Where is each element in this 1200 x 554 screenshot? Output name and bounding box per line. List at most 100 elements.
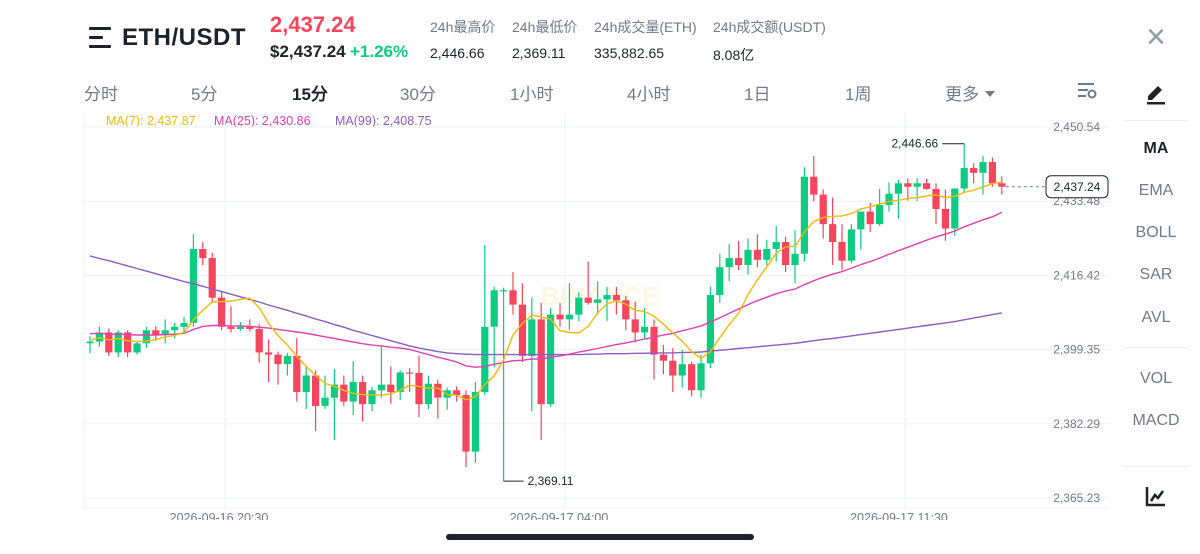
indicator-boll[interactable]: BOLL [1135, 224, 1177, 241]
candle [133, 340, 141, 355]
candle [575, 291, 583, 322]
legend-ma25: MA(25): 2,430.86 [214, 114, 311, 128]
indicator-ema[interactable]: EMA [1138, 182, 1174, 199]
price-change-percent: +1.26% [350, 42, 409, 61]
tab-1d[interactable]: 1日 [744, 85, 771, 104]
candle [189, 234, 197, 327]
candle [857, 211, 865, 250]
tab-1h[interactable]: 1小时 [510, 85, 554, 104]
annotations: 2,437.24 2,446.66 2,369.11 [503, 137, 1109, 488]
tab-more[interactable]: 更多 [945, 80, 995, 105]
candle [152, 326, 160, 341]
candle [387, 366, 395, 404]
candle [866, 202, 874, 232]
candle [810, 155, 818, 202]
candle [208, 252, 216, 303]
stat-24h-low: 24h最低价 2,369.11 [512, 17, 577, 61]
candle [265, 339, 273, 383]
y-tick-label: 2,382.29 [1053, 417, 1100, 431]
legend-ma99: MA(99): 2,408.75 [335, 114, 432, 128]
indicator-ma[interactable]: MA [1143, 140, 1169, 157]
y-tick-label: 2,365.23 [1053, 491, 1100, 505]
high-marker-label: 2,446.66 [891, 137, 938, 151]
candle [462, 390, 470, 468]
stat-24h-volume: 24h成交量(ETH) 335,882.65 [594, 17, 697, 61]
stat-value: 2,446.66 [430, 45, 485, 61]
interval-tabs: 分时 5分 15分 30分 1小时 4小时 1日 1周 更多 [0, 76, 1120, 106]
ma-lines [89, 181, 1003, 401]
candle [819, 189, 827, 239]
candle [218, 291, 226, 331]
indicator-vol[interactable]: VOL [1139, 370, 1172, 387]
tab-15m[interactable]: 15分 [292, 85, 328, 104]
y-tick-label: 2,450.54 [1053, 120, 1100, 134]
candle [509, 271, 517, 315]
candle [302, 366, 310, 409]
settings-icon[interactable] [1076, 80, 1098, 100]
menu-icon[interactable] [89, 27, 113, 49]
candle [500, 287, 508, 482]
pencil-icon[interactable] [1144, 82, 1168, 106]
tab-5m[interactable]: 5分 [191, 85, 218, 104]
last-price-tag [1045, 175, 1109, 199]
stat-value: 335,882.65 [594, 45, 665, 61]
candle [199, 241, 207, 266]
candle [349, 361, 357, 416]
candle [622, 295, 630, 331]
candle [847, 224, 855, 264]
candle [321, 375, 329, 409]
stat-24h-high: 24h最高价 2,446.66 [430, 17, 495, 61]
stat-24h-turnover: 24h成交额(USDT) 8.08亿 [713, 17, 826, 65]
tab-4h[interactable]: 4小时 [627, 85, 671, 104]
tab-timeline[interactable]: 分时 [84, 85, 118, 104]
candle [706, 286, 714, 369]
last-price-tag-label: 2,437.24 [1054, 180, 1101, 194]
indicator-avl[interactable]: AVL [1141, 309, 1171, 326]
candle [227, 306, 235, 333]
candle [255, 324, 263, 363]
candle [782, 236, 790, 272]
tab-30m[interactable]: 30分 [400, 85, 436, 104]
candlestick-chart[interactable]: BINANCE 2,450.542,433.482,416.422,399.35… [0, 110, 1110, 520]
close-icon[interactable]: × [1146, 18, 1166, 56]
candle [979, 155, 987, 195]
candle [838, 224, 846, 271]
candle [753, 234, 761, 268]
candle [988, 157, 996, 187]
candle [678, 349, 686, 388]
candle [368, 386, 376, 412]
candle [659, 345, 667, 375]
candles [86, 143, 1006, 482]
candle [669, 348, 677, 393]
tab-more-label: 更多 [945, 85, 979, 104]
candle [105, 328, 113, 356]
candle [312, 370, 320, 432]
candle [246, 319, 254, 332]
candle [894, 179, 902, 219]
candle [829, 197, 837, 266]
candle [650, 319, 658, 380]
candle [800, 167, 808, 262]
candle [283, 352, 291, 376]
stat-value: 8.08亿 [713, 47, 755, 63]
stat-label: 24h成交额(USDT) [713, 19, 826, 35]
legend-ma7: MA(7): 2,437.87 [106, 114, 196, 128]
indicator-side-menu: MA EMA BOLL SAR AVL VOL MACD [1124, 60, 1200, 554]
line-ma7 [89, 181, 1002, 401]
candle [142, 326, 150, 349]
candle [932, 183, 940, 225]
stat-label: 24h最高价 [430, 19, 496, 35]
candle [180, 316, 188, 333]
candle [424, 375, 432, 409]
candle [330, 368, 338, 440]
candle [434, 379, 442, 419]
divider [1124, 120, 1188, 121]
tab-1w[interactable]: 1周 [845, 85, 872, 104]
indicator-sar[interactable]: SAR [1139, 266, 1173, 283]
pair-title[interactable]: ETH/USDT [122, 24, 246, 51]
candle [960, 143, 968, 194]
y-tick-label: 2,399.35 [1053, 343, 1100, 357]
indicator-macd[interactable]: MACD [1132, 412, 1180, 429]
chart-line-icon[interactable] [1145, 485, 1167, 507]
x-axis-labels: 2026-09-16 20:30 2026-09-17 04:00 2026-09-… [170, 511, 948, 520]
